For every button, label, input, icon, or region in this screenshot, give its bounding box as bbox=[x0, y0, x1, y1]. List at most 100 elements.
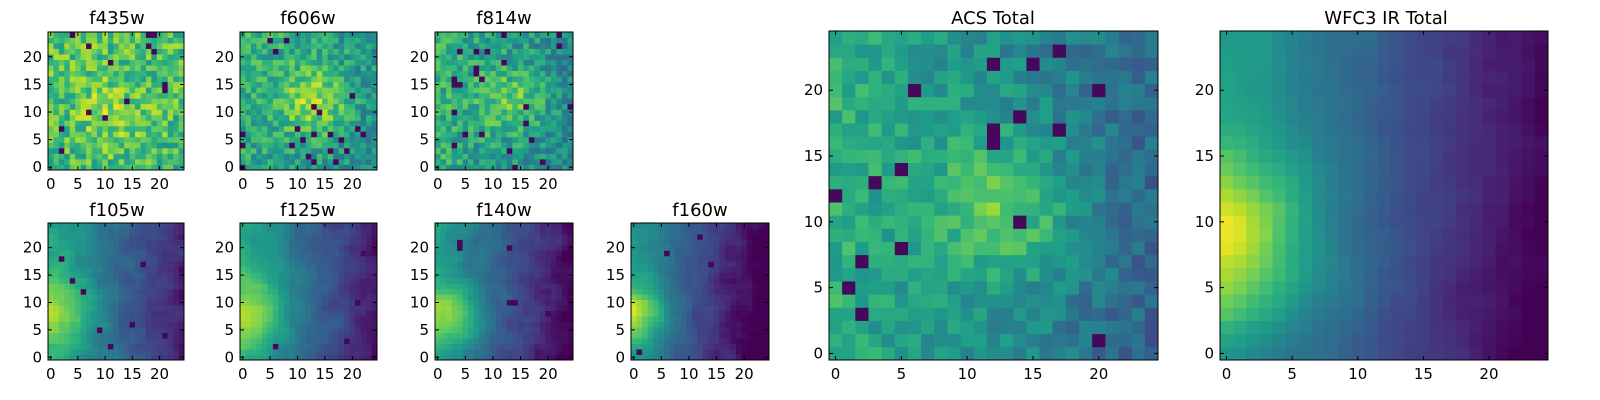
heatmap-cell bbox=[451, 261, 458, 268]
heatmap-cell bbox=[80, 65, 87, 72]
heatmap-cell bbox=[300, 294, 307, 301]
heatmap-cell bbox=[479, 98, 486, 105]
heatmap-cell bbox=[539, 316, 546, 323]
heatmap-cell bbox=[534, 54, 541, 60]
heatmap-cell bbox=[1013, 333, 1027, 348]
heatmap-cell bbox=[523, 153, 530, 160]
heatmap-cell bbox=[523, 32, 530, 38]
heatmap-cell bbox=[495, 65, 502, 72]
heatmap-cell bbox=[272, 266, 279, 273]
heatmap-cell bbox=[316, 32, 323, 38]
heatmap-cell bbox=[322, 349, 329, 355]
heatmap-cell bbox=[947, 267, 961, 282]
heatmap-cell bbox=[102, 288, 109, 295]
heatmap-cell bbox=[129, 98, 136, 105]
heatmap-cell bbox=[545, 321, 552, 328]
heatmap-cell bbox=[58, 92, 65, 99]
heatmap-cell bbox=[272, 305, 279, 312]
heatmap-cell bbox=[338, 131, 345, 138]
heatmap-cell bbox=[1144, 254, 1159, 269]
heatmap-cell bbox=[178, 76, 185, 83]
heatmap-cell bbox=[344, 228, 350, 235]
heatmap-cell bbox=[371, 316, 378, 323]
heatmap-cell bbox=[300, 261, 307, 268]
heatmap-cell bbox=[658, 316, 665, 323]
heatmap-cell bbox=[741, 343, 748, 350]
heatmap-cell bbox=[327, 261, 334, 268]
heatmap-cell bbox=[272, 272, 279, 279]
heatmap-cell bbox=[523, 321, 530, 328]
heatmap-cell bbox=[135, 316, 141, 323]
heatmap-cell bbox=[631, 277, 637, 284]
heatmap-cell bbox=[495, 48, 502, 55]
heatmap-cell bbox=[752, 294, 759, 301]
heatmap-cell bbox=[129, 272, 136, 279]
heatmap-cell bbox=[240, 332, 246, 339]
heatmap-cell bbox=[360, 48, 367, 55]
heatmap-cell bbox=[1052, 175, 1067, 190]
heatmap-cell bbox=[495, 272, 502, 279]
heatmap-cell bbox=[462, 294, 469, 301]
heatmap-cell bbox=[653, 299, 659, 306]
heatmap-cell bbox=[534, 332, 541, 339]
heatmap-cell bbox=[327, 250, 334, 257]
heatmap-cell bbox=[178, 239, 185, 246]
heatmap-cell bbox=[64, 136, 71, 143]
heatmap-cell bbox=[490, 294, 497, 301]
heatmap-cell bbox=[338, 255, 345, 262]
heatmap-cell bbox=[960, 228, 975, 242]
heatmap-cell bbox=[53, 54, 60, 60]
heatmap-cell bbox=[124, 136, 130, 143]
heatmap-cell bbox=[327, 131, 334, 138]
heatmap-cell bbox=[512, 233, 519, 240]
heatmap-cell bbox=[534, 131, 541, 138]
heatmap-cell bbox=[118, 125, 125, 132]
heatmap-cell bbox=[735, 261, 742, 268]
heatmap-cell bbox=[556, 349, 563, 355]
heatmap-cell bbox=[102, 43, 109, 49]
heatmap-cell bbox=[327, 70, 334, 77]
heatmap-cell bbox=[151, 228, 158, 235]
heatmap-cell bbox=[1144, 215, 1159, 229]
heatmap-cell bbox=[512, 343, 519, 350]
heatmap-cell bbox=[145, 136, 152, 143]
heatmap-cell bbox=[680, 223, 687, 229]
heatmap-cell bbox=[272, 277, 279, 284]
heatmap-cell bbox=[366, 136, 372, 143]
heatmap-cell bbox=[272, 48, 279, 55]
heatmap-cell bbox=[261, 37, 268, 44]
heatmap-cell bbox=[91, 305, 98, 312]
heatmap-cell bbox=[124, 70, 130, 77]
heatmap-cell bbox=[240, 70, 246, 77]
heatmap-cell bbox=[730, 332, 737, 339]
heatmap-cell bbox=[53, 316, 60, 323]
heatmap-cell bbox=[113, 255, 120, 262]
heatmap-cell bbox=[468, 87, 475, 94]
heatmap-cell bbox=[506, 343, 513, 350]
heatmap-cell bbox=[69, 92, 76, 99]
heatmap-cell bbox=[746, 316, 753, 323]
heatmap-cell bbox=[305, 349, 312, 355]
heatmap-cell bbox=[140, 76, 147, 83]
heatmap-cell bbox=[479, 272, 486, 279]
heatmap-cell bbox=[457, 266, 463, 273]
heatmap-cell bbox=[462, 261, 469, 268]
heatmap-cell bbox=[245, 136, 252, 143]
heatmap-cell bbox=[763, 255, 770, 262]
heatmap-cell bbox=[724, 233, 731, 240]
heatmap-cell bbox=[550, 288, 557, 295]
heatmap-cell bbox=[490, 147, 497, 154]
heatmap-cell bbox=[567, 228, 574, 235]
heatmap-cell bbox=[462, 316, 469, 323]
heatmap-cell bbox=[355, 255, 361, 262]
heatmap-cell bbox=[440, 37, 447, 44]
heatmap-cell bbox=[501, 349, 508, 355]
heatmap-cell bbox=[366, 109, 372, 116]
heatmap-cell bbox=[561, 81, 568, 88]
heatmap-cell bbox=[96, 120, 103, 127]
heatmap-cell bbox=[647, 244, 654, 251]
heatmap-cell bbox=[642, 305, 648, 312]
heatmap-cell bbox=[333, 239, 340, 246]
heatmap-cell bbox=[140, 125, 147, 132]
heatmap-cell bbox=[435, 70, 441, 77]
